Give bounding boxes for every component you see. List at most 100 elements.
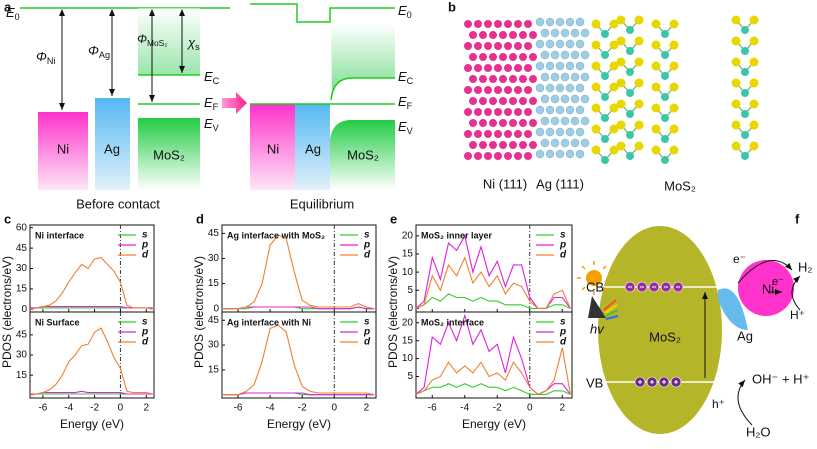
ni-atom — [479, 97, 487, 105]
s-atom — [609, 19, 619, 29]
ni-atom — [484, 86, 492, 94]
ag-band — [95, 98, 130, 190]
x-axis-label: Energy (eV) — [60, 417, 124, 431]
label-sub: s — [195, 42, 200, 52]
ni-atom — [479, 119, 487, 127]
band-diagram-after — [250, 3, 395, 190]
ni-atom — [469, 97, 477, 105]
label-main: E — [204, 116, 213, 131]
ni-atom — [489, 75, 497, 83]
ag-atom — [570, 28, 580, 38]
label-sub: F — [213, 102, 219, 112]
mo-atom — [661, 72, 669, 80]
label: Ni (111) — [483, 176, 527, 191]
x-tick-label: -4 — [266, 403, 275, 414]
ni-atom — [514, 64, 522, 72]
ag-atom — [545, 149, 555, 159]
label: ΦAg — [88, 43, 110, 60]
ni-atom — [524, 130, 532, 138]
label: EC — [204, 69, 220, 86]
x-tick-label: -6 — [38, 403, 47, 414]
y-axis-label: PDOS (electrons/eV) — [192, 256, 206, 368]
ni-atom — [479, 141, 487, 149]
mo-atom — [661, 135, 669, 143]
label-main: E — [398, 69, 407, 84]
y-tick-label: 10 — [402, 267, 414, 278]
ni-atom — [524, 152, 532, 160]
mo-atom — [741, 68, 749, 76]
y-tick-label: 45 — [16, 329, 28, 340]
ag-atom — [580, 72, 590, 82]
ni-atom — [509, 141, 517, 149]
ni-atom — [474, 152, 482, 160]
ni-atom — [509, 31, 517, 39]
chart-title: Ag interface with Ni — [227, 317, 311, 327]
ni-atom — [484, 64, 492, 72]
s-atom — [669, 145, 679, 155]
label: Ni — [762, 281, 774, 296]
label: e⁻ — [772, 276, 784, 288]
ag-atom — [535, 39, 545, 49]
legend-label: p — [363, 327, 370, 338]
s-atom — [749, 120, 759, 130]
pdos-line — [415, 234, 571, 309]
label: MoS₂ — [649, 329, 681, 344]
ag-atom — [560, 138, 570, 148]
legend-label: p — [559, 327, 566, 338]
legend-label: p — [363, 240, 370, 251]
label: ΦMoS₂ — [137, 32, 168, 48]
label: H₂O — [746, 424, 771, 439]
y-tick-label: 45 — [208, 315, 220, 326]
electron-arrow — [737, 260, 793, 284]
ni-atom — [519, 75, 527, 83]
label: hv — [590, 321, 605, 336]
transition-arrow — [222, 92, 247, 114]
s-atom — [609, 145, 619, 155]
s-atom — [616, 15, 626, 25]
y-tick-label: 20 — [402, 231, 414, 242]
ag-atom — [575, 61, 585, 71]
label: d — [196, 211, 204, 226]
s-atom — [591, 19, 601, 29]
ag-atom — [560, 28, 570, 38]
photocatalysis-diagram — [577, 226, 801, 434]
s-atom — [749, 57, 759, 67]
ag-atom — [550, 94, 560, 104]
ag-atom — [545, 105, 555, 115]
ni-atom — [509, 97, 517, 105]
ni-atom — [474, 64, 482, 72]
ag-atom — [555, 127, 565, 137]
label: a — [4, 0, 12, 14]
ni-atom — [494, 152, 502, 160]
x-tick-label: -4 — [460, 403, 469, 414]
legend-label: s — [142, 317, 148, 328]
label-main: E — [204, 69, 213, 84]
ni-atom — [524, 64, 532, 72]
y-tick-label: 0 — [213, 303, 219, 314]
ag-atom — [545, 127, 555, 137]
label: Ag (111) — [536, 176, 584, 191]
legend-label: s — [364, 230, 370, 241]
ag-atom — [550, 72, 560, 82]
ag-atom — [570, 72, 580, 82]
label: Ag — [104, 141, 120, 156]
ni-atom — [504, 108, 512, 116]
pdos-line — [29, 256, 153, 310]
ni-atom — [504, 86, 512, 94]
ni-atom — [504, 130, 512, 138]
s-atom — [616, 120, 626, 130]
x-tick-label: -2 — [493, 403, 502, 414]
legend-label: d — [142, 250, 149, 261]
x-tick-label: 0 — [332, 403, 338, 414]
label: f — [795, 211, 800, 226]
label-sub: F — [407, 101, 413, 111]
label: EV — [398, 119, 414, 136]
ni-atom — [504, 20, 512, 28]
s-atom — [591, 61, 601, 71]
mo-atom — [741, 26, 749, 34]
label: H⁺ — [790, 308, 805, 322]
ni-atom — [484, 152, 492, 160]
s-atom — [609, 40, 619, 50]
label: VB — [586, 375, 603, 390]
mo-atom — [626, 47, 634, 55]
